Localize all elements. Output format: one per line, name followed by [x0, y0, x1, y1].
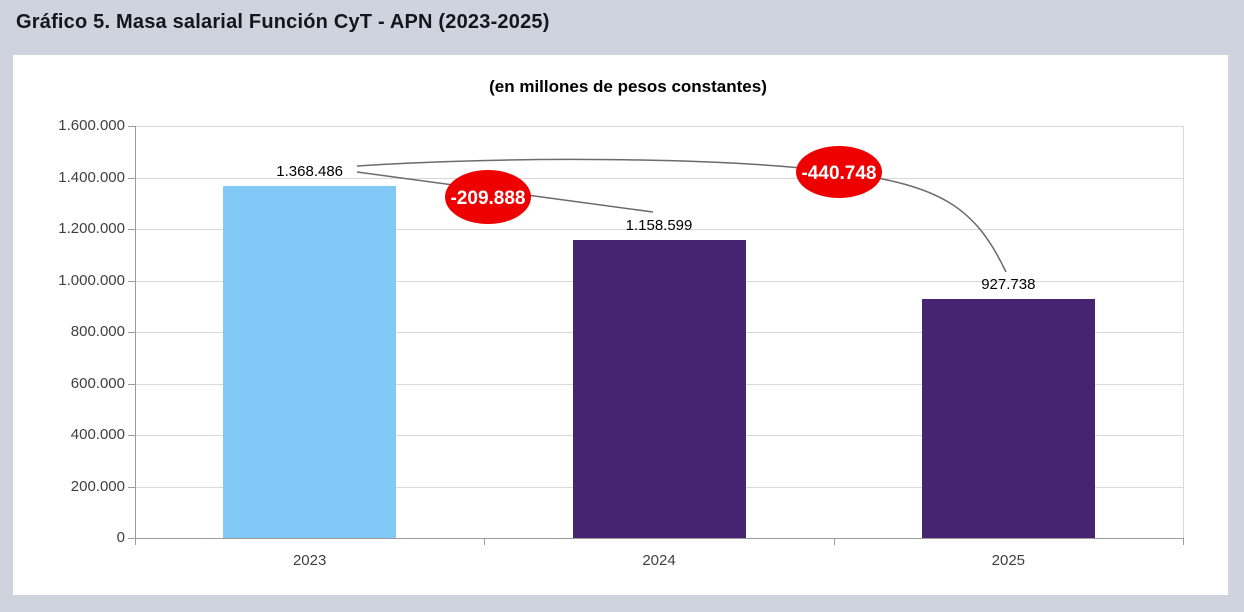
y-tick-label: 800.000 [70, 323, 125, 340]
x-axis-label-2024: 2024 [642, 552, 676, 569]
y-axis-tick [128, 280, 135, 282]
loss-label-2025: -440.748 [801, 163, 876, 184]
y-axis-tick [128, 435, 135, 436]
x-axis-tick [1183, 538, 1184, 545]
bar-2025 [921, 299, 1095, 538]
y-tick-label: 600.000 [70, 374, 125, 392]
gridline [135, 126, 1183, 127]
y-axis-tick [128, 383, 135, 385]
loss-annotation-2025: -440.748 [796, 146, 882, 198]
y-tick-label: 1.400.000 [58, 168, 125, 186]
y-axis-tick [128, 332, 135, 333]
y-axis-tick [128, 126, 135, 127]
page-title: Gráfico 5. Masa salarial Función CyT - A… [16, 11, 550, 33]
y-axis-tick [128, 538, 135, 539]
x-axis-line [135, 538, 1183, 539]
y-tick-label: 0 [116, 529, 125, 546]
y-axis-tick [128, 486, 135, 488]
bar-2023 [223, 185, 397, 538]
bar-value-label-2025: 927.738 [981, 276, 1036, 294]
y-tick-label: 1.600.000 [58, 117, 125, 134]
x-axis-label-2023: 2023 [292, 552, 327, 569]
chart-panel: (en millones de pesos constantes) 0 200.0… [13, 55, 1228, 595]
bar-value-label-2023: 1.368.486 [276, 162, 344, 180]
y-axis-tick [128, 177, 135, 179]
x-axis-tick [135, 538, 136, 545]
chart-subtitle: (en millones de pesos constantes) [489, 77, 767, 96]
y-tick-label: 1.000.000 [58, 271, 125, 289]
bar-value-label-2024: 1.158.599 [625, 216, 693, 234]
y-tick-label: 1.200.000 [58, 220, 125, 237]
bar-2024 [572, 239, 746, 538]
x-axis-label-2025: 2025 [991, 552, 1026, 569]
plot-right-border [1183, 126, 1184, 538]
loss-label-2024: -209.888 [450, 188, 525, 209]
y-tick-label: 400.000 [70, 426, 125, 443]
x-axis-tick [833, 538, 835, 545]
loss-ellipse-2025 [796, 146, 882, 198]
y-axis-line [135, 126, 136, 538]
x-axis-tick [484, 538, 486, 545]
y-axis-tick [128, 229, 135, 230]
y-tick-label: 200.000 [70, 477, 125, 495]
